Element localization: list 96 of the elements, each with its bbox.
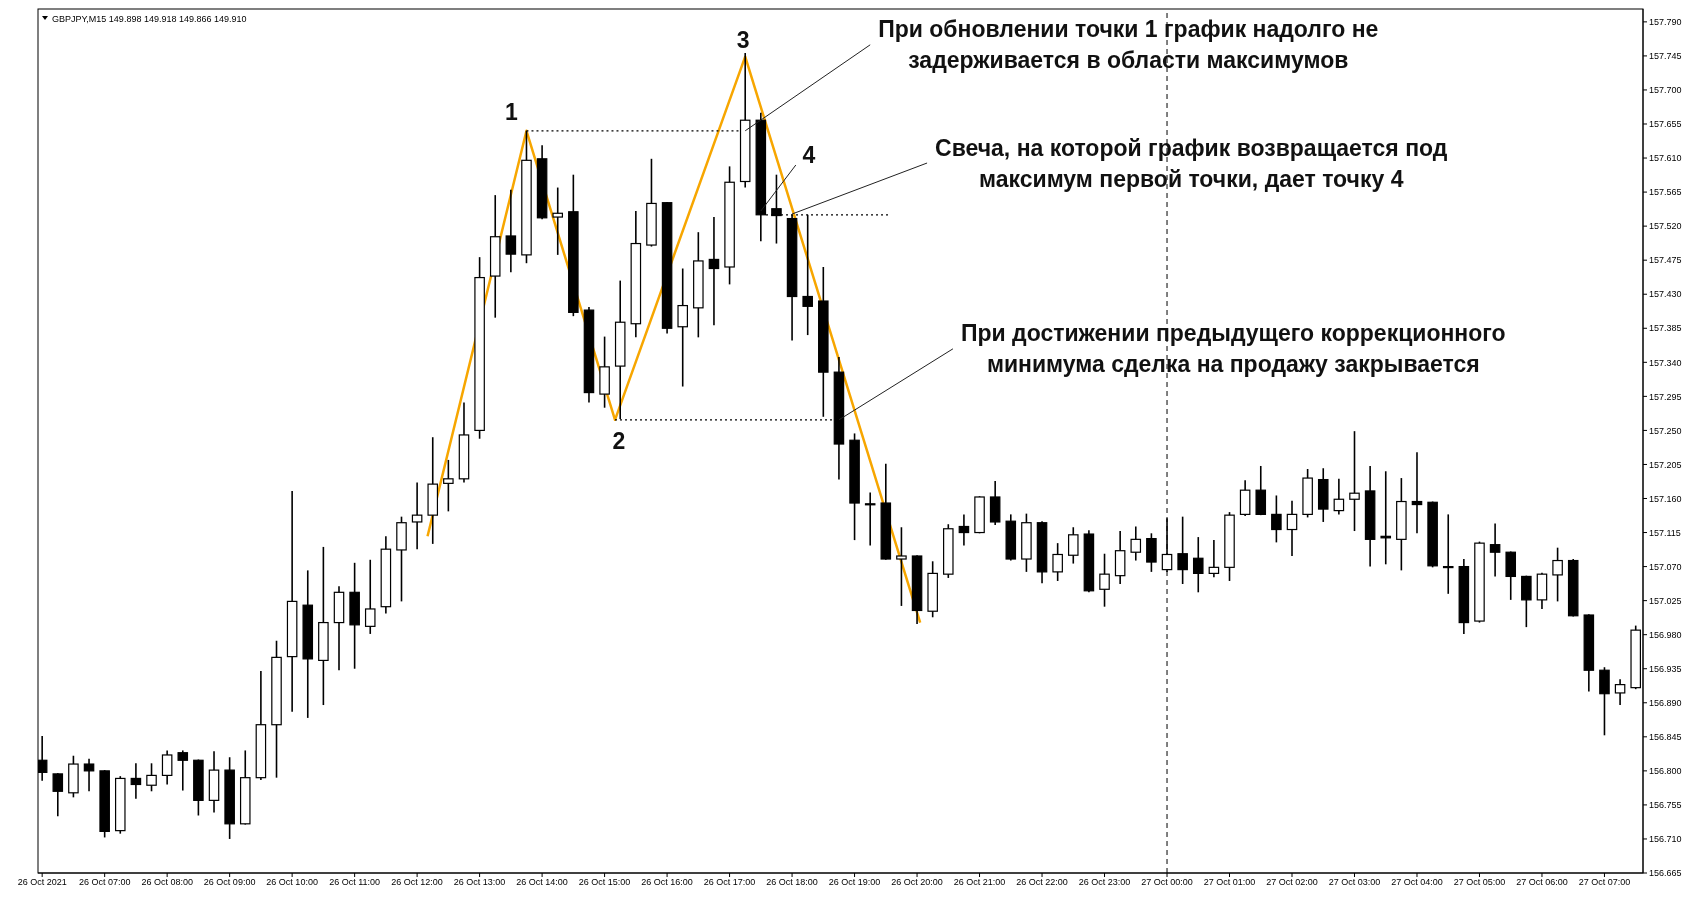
- candlestick: [864, 491, 876, 547]
- y-tick-label: 157.205: [1649, 459, 1682, 470]
- candlestick: [177, 749, 189, 792]
- x-tick-label: 26 Oct 09:00: [203, 877, 256, 888]
- candlestick: [411, 481, 423, 550]
- y-tick-label: 157.610: [1649, 153, 1682, 164]
- text: GBPJPY,M15 149.898 149.918 149.866 149.910: [52, 14, 247, 24]
- candlestick: [896, 526, 907, 607]
- y-tick-label: 157.520: [1649, 221, 1682, 232]
- candlestick: [52, 772, 64, 818]
- candlestick: [1411, 451, 1423, 535]
- x-tick-label: 26 Oct 13:00: [453, 877, 506, 888]
- y-tick-label: 156.980: [1649, 629, 1682, 640]
- candlestick: [552, 186, 564, 256]
- candlestick: [958, 513, 970, 547]
- candlestick: [38, 735, 48, 782]
- y-tick-label: 156.845: [1649, 732, 1682, 743]
- y-tick-label: 157.430: [1649, 289, 1682, 300]
- x-tick-label: 27 Oct 02:00: [1266, 877, 1318, 888]
- annotation: 3: [736, 26, 750, 53]
- annotation: 1: [505, 98, 519, 125]
- x-tick-label: 27 Oct 00:00: [1141, 877, 1193, 888]
- candlestick: [1099, 552, 1110, 608]
- x-tick-label: 26 Oct 18:00: [766, 877, 818, 888]
- candlestick: [1489, 522, 1501, 578]
- x-tick-label: 27 Oct 04:00: [1391, 877, 1443, 888]
- x-tick-label: 26 Oct 23:00: [1078, 877, 1131, 888]
- y-tick-label: 157.565: [1649, 187, 1682, 198]
- y-tick-label: 157.250: [1649, 425, 1682, 436]
- candlestick: [1349, 430, 1360, 532]
- candlestick: [1614, 678, 1626, 706]
- candlestick: [708, 216, 720, 327]
- candlestick: [83, 757, 95, 793]
- candlestick: [1192, 536, 1204, 594]
- candlestick: [1068, 526, 1079, 565]
- y-tick-label: 157.475: [1649, 255, 1682, 266]
- x-tick-label: 27 Oct 01:00: [1203, 877, 1256, 888]
- y-tick-label: 157.790: [1649, 17, 1682, 28]
- candlestick: [443, 459, 454, 513]
- y-tick-label: 156.665: [1649, 868, 1682, 879]
- candlestick: [1177, 515, 1188, 585]
- y-tick-label: 157.295: [1649, 391, 1682, 402]
- y-tick-label: 156.755: [1649, 800, 1682, 811]
- x-tick-label: 26 Oct 12:00: [391, 877, 443, 888]
- candlestick: [130, 762, 142, 800]
- x-tick-label: 26 Oct 21:00: [953, 877, 1006, 888]
- y-tick-label: 157.340: [1649, 357, 1682, 368]
- y-tick-label: 156.890: [1649, 697, 1682, 708]
- annotation: 4: [802, 142, 816, 168]
- x-tick-label: 26 Oct 14:00: [516, 877, 568, 888]
- x-tick-label: 26 Oct 2021: [17, 877, 67, 888]
- x-tick-label: 27 Oct 07:00: [1578, 877, 1631, 888]
- y-tick-label: 156.800: [1649, 766, 1682, 777]
- candlestick: [1552, 546, 1563, 603]
- candlestick: [1052, 542, 1063, 582]
- y-tick-label: 157.025: [1649, 595, 1682, 606]
- candlestick: [1286, 499, 1298, 557]
- candlestick: [1442, 513, 1454, 595]
- y-tick-label: 157.745: [1649, 51, 1682, 62]
- x-tick-label: 26 Oct 16:00: [641, 877, 693, 888]
- x-tick-label: 26 Oct 08:00: [141, 877, 193, 888]
- y-tick-label: 157.160: [1649, 493, 1682, 504]
- candlestick: [677, 267, 688, 388]
- x-tick-label: 26 Oct 15:00: [578, 877, 631, 888]
- x-tick-label: 27 Oct 05:00: [1453, 877, 1506, 888]
- x-tick-label: 26 Oct 22:00: [1016, 877, 1068, 888]
- candlestick: [1599, 666, 1610, 737]
- x-tick-label: 27 Oct 03:00: [1328, 877, 1381, 888]
- candlestick: [1521, 574, 1532, 628]
- candlestick: [1333, 478, 1345, 516]
- y-tick-label: 157.070: [1649, 561, 1682, 572]
- candlestick: [1271, 494, 1282, 544]
- y-tick-label: 157.115: [1649, 527, 1681, 538]
- candlestick: [1208, 539, 1220, 578]
- y-tick-label: 157.700: [1649, 85, 1682, 96]
- y-tick-label: 157.385: [1649, 323, 1682, 334]
- x-tick-label: 26 Oct 07:00: [78, 877, 131, 888]
- candlestick: [505, 189, 517, 274]
- candlestick: [1130, 525, 1142, 562]
- annotation: При достижении предыдущего коррекционного минимума сделка на продажу закрывается: [960, 320, 1506, 378]
- candlestick: [146, 762, 157, 793]
- annotation: Свеча, на которой график возвращается под максимум первой точки, дает точку 4: [935, 134, 1448, 192]
- annotation: При обновлении точки 1 график надолго не задерживается в области максимумов: [878, 16, 1379, 74]
- x-tick-label: 26 Oct 19:00: [828, 877, 881, 888]
- candlestick: [1146, 532, 1157, 573]
- x-tick-label: 26 Oct 17:00: [703, 877, 756, 888]
- annotation: 2: [612, 427, 626, 454]
- y-tick-label: 157.655: [1649, 119, 1682, 130]
- y-tick-label: 156.935: [1649, 663, 1682, 674]
- candlestick: [364, 558, 376, 635]
- x-tick-label: 27 Oct 06:00: [1516, 877, 1568, 888]
- x-tick-label: 26 Oct 10:00: [266, 877, 318, 888]
- candlestick: [161, 749, 173, 786]
- y-tick-label: 156.710: [1649, 834, 1682, 845]
- x-tick-label: 26 Oct 11:00: [329, 877, 381, 888]
- x-tick-label: 26 Oct 20:00: [891, 877, 943, 888]
